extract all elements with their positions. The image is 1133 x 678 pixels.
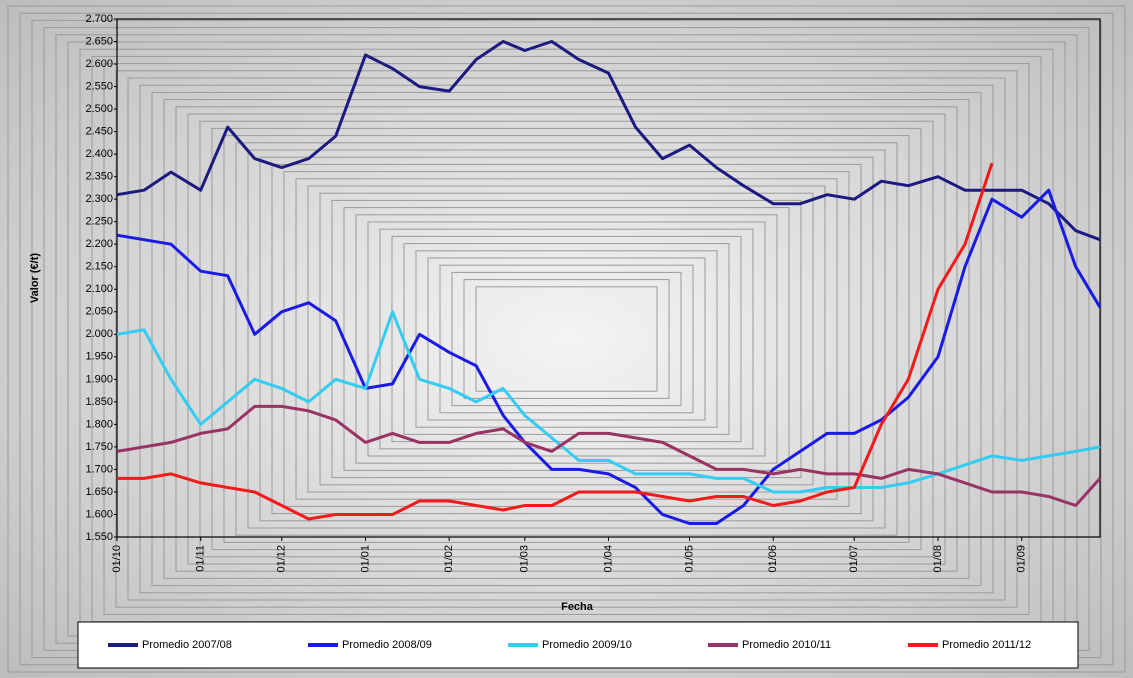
pattern-rect [307,185,826,493]
y-tick-label: 2.500 [85,103,113,115]
pattern-rect [331,199,802,479]
pattern-rect [451,271,682,407]
pattern-rect [199,120,934,558]
y-tick-label: 1.750 [85,441,113,453]
y-tick-label: 2.050 [85,306,113,318]
legend-label: Promedio 2008/09 [342,639,432,651]
y-tick-label: 1.850 [85,396,113,408]
x-tick-label: 01/04 [602,545,614,573]
y-tick-label: 1.600 [85,508,113,520]
x-tick-label: 01/06 [767,545,779,573]
x-tick-label: 01/12 [276,545,288,573]
y-tick-label: 2.150 [85,261,113,273]
y-tick-label: 2.700 [85,13,113,25]
y-tick-label: 2.550 [85,80,113,92]
pattern-rect [439,264,694,414]
y-tick-label: 2.300 [85,193,113,205]
pattern-rect [271,163,862,515]
pattern-rect [103,63,1030,615]
pattern-rect [163,99,970,579]
pattern-rect [7,5,1126,673]
y-tick-label: 2.000 [85,328,113,340]
legend-label: Promedio 2007/08 [142,639,232,651]
series-line [116,188,1102,525]
x-tick-label: 01/11 [195,545,207,572]
pattern-rect [367,221,766,457]
pattern-rect [175,106,958,572]
pattern-rect [355,214,778,464]
pattern-rect [259,156,874,522]
x-tick-label: 01/03 [519,545,531,573]
y-tick-label: 2.100 [85,283,113,295]
pattern-rect [463,279,670,399]
y-tick-label: 1.650 [85,486,113,498]
pattern-rect [151,91,982,587]
x-tick-label: 01/10 [111,545,123,573]
pattern-rect [223,135,910,543]
y-tick-label: 1.550 [85,531,113,543]
pattern-rect [319,192,814,486]
y-tick-label: 1.800 [85,418,113,430]
series-line [117,162,994,521]
y-tick-label: 2.650 [85,35,113,47]
x-tick-label: 01/07 [848,545,860,573]
y-tick-label: 1.950 [85,351,113,363]
pattern-rect [127,77,1006,601]
y-tick-label: 2.250 [85,216,113,228]
x-tick-label: 01/02 [443,545,455,573]
legend-label: Promedio 2010/11 [742,639,831,651]
y-tick-label: 2.600 [85,58,113,70]
pattern-rect [283,171,850,507]
x-tick-label: 01/01 [359,545,371,573]
legend-label: Promedio 2009/10 [542,639,632,651]
y-tick-label: 1.700 [85,463,113,475]
y-tick-label: 2.350 [85,171,113,183]
y-axis-label: Valor (€/t) [29,253,41,303]
pattern-rect [115,70,1018,608]
x-tick-label: 01/08 [932,545,944,573]
x-tick-label: 01/05 [683,545,695,573]
y-tick-label: 2.400 [85,148,113,160]
pattern-rect [139,84,994,594]
series-line [116,40,1101,242]
y-tick-label: 1.900 [85,373,113,385]
series-line [116,404,1102,507]
pattern-rect [235,142,898,536]
pattern-rect [187,113,946,565]
y-tick-label: 2.450 [85,126,113,138]
legend-label: Promedio 2011/12 [942,639,1031,651]
x-tick-label: 01/09 [1016,545,1028,573]
x-axis-label: Fecha [561,601,594,613]
y-tick-label: 2.200 [85,238,113,250]
pattern-rect [475,286,658,392]
pattern-rect [247,149,886,529]
